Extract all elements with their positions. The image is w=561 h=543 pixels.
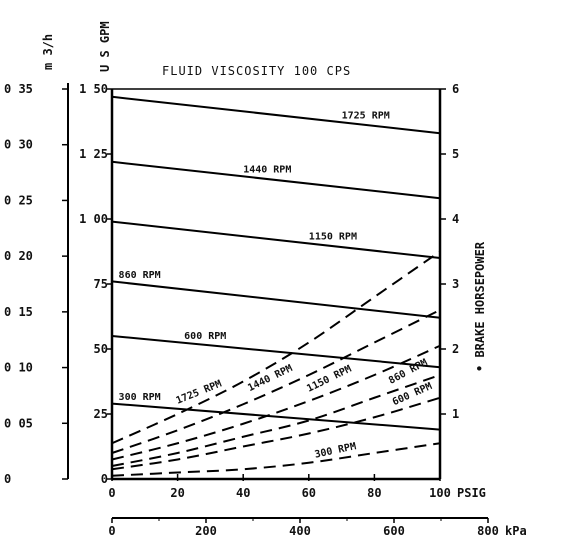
psig-tick-label: 80 <box>367 486 381 500</box>
psig-axis-label: PSIG <box>457 486 486 500</box>
m3h-tick-label: 0 05 <box>4 416 33 430</box>
bhp-axis-label: • BRAKE HORSEPOWER <box>473 241 487 372</box>
power-label-1725-rpm: 1725 RPM <box>175 379 224 407</box>
power-curve-1440-rpm <box>111 309 441 454</box>
flow-label-1150-rpm: 1150 RPM <box>309 231 357 242</box>
power-curve-1725-rpm <box>111 250 441 445</box>
bhp-tick-label: 4 <box>452 212 459 226</box>
kpa-axis-label: kPa <box>505 524 527 538</box>
kpa-tick-label: 0 <box>108 524 115 538</box>
kpa-tick-label: 600 <box>383 524 405 538</box>
flow-line-300-rpm <box>111 402 441 431</box>
gpm-tick-label: 1 00 <box>79 212 108 226</box>
gpm-tick-label: 1 50 <box>79 82 108 96</box>
kpa-tick-label: 800 <box>477 524 499 538</box>
gpm-tick-label: 50 <box>94 342 108 356</box>
flow-label-600-rpm: 600 RPM <box>184 331 226 342</box>
flow-line-1725-rpm <box>111 95 441 135</box>
kpa-tick-label: 200 <box>195 524 217 538</box>
flow-label-860-rpm: 860 RPM <box>119 270 161 281</box>
psig-tick-label: 100 <box>429 486 451 500</box>
power-curve-300-rpm <box>111 442 441 477</box>
psig-tick-label: 40 <box>236 486 250 500</box>
labels-layer: 00 050 100 150 200 250 300 35m 3/h025507… <box>4 21 527 538</box>
power-label-1150-rpm: 1150 RPM <box>305 364 353 395</box>
m3h-tick-label: 0 35 <box>4 82 33 96</box>
power-curve-1150-rpm <box>111 344 441 461</box>
curves-layer <box>111 95 441 477</box>
power-curve-860-rpm <box>111 374 441 467</box>
flow-line-860-rpm <box>111 280 441 319</box>
gpm-tick-label: 0 <box>101 472 108 486</box>
power-label-860-rpm: 860 RPM <box>387 357 429 387</box>
m3h-tick-label: 0 20 <box>4 249 33 263</box>
psig-tick-label: 60 <box>302 486 316 500</box>
flow-label-300-rpm: 300 RPM <box>119 392 161 403</box>
axes-layer <box>62 83 489 523</box>
bhp-tick-label: 3 <box>452 277 459 291</box>
psig-tick-label: 20 <box>170 486 184 500</box>
bhp-tick-label: 6 <box>452 82 459 96</box>
bhp-tick-label: 1 <box>452 407 459 421</box>
power-label-1440-rpm: 1440 RPM <box>246 363 294 394</box>
bhp-tick-label: 5 <box>452 147 459 161</box>
m3h-tick-label: 0 10 <box>4 361 33 375</box>
psig-tick-label: 0 <box>108 486 115 500</box>
flow-label-1725-rpm: 1725 RPM <box>342 110 390 121</box>
flow-label-1440-rpm: 1440 RPM <box>243 164 291 175</box>
m3h-tick-label: 0 15 <box>4 305 33 319</box>
flow-line-600-rpm <box>111 335 441 369</box>
gpm-tick-label: 1 25 <box>79 147 108 161</box>
gpm-tick-label: 75 <box>94 277 108 291</box>
m3h-tick-label: 0 <box>4 472 11 486</box>
m3h-tick-label: 0 25 <box>4 193 33 207</box>
gpm-tick-label: 25 <box>94 407 108 421</box>
power-curve-600-rpm <box>111 396 441 471</box>
gpm-axis-label: U S GPM <box>98 21 112 72</box>
kpa-tick-label: 400 <box>289 524 311 538</box>
chart-title: FLUID VISCOSITY 100 CPS <box>162 64 351 78</box>
bhp-tick-label: 2 <box>452 342 459 356</box>
m3h-tick-label: 0 30 <box>4 138 33 152</box>
flow-line-1440-rpm <box>111 160 441 200</box>
flow-line-1150-rpm <box>111 220 441 259</box>
power-label-300-rpm: 300 RPM <box>314 441 358 461</box>
m3h-axis-label: m 3/h <box>41 34 55 70</box>
